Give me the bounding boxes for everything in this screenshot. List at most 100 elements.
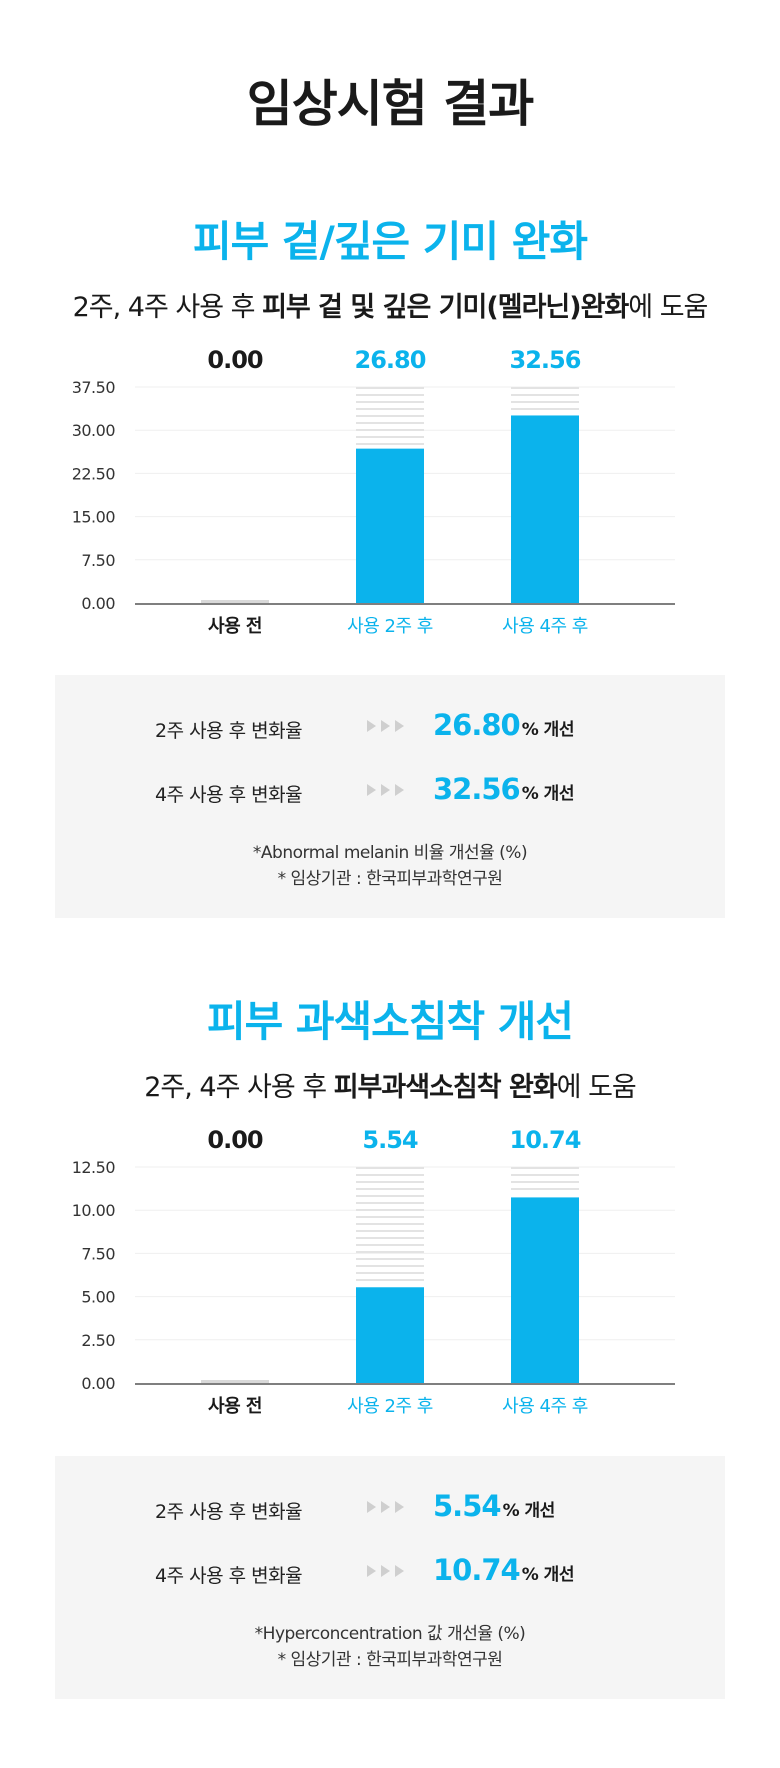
stat-suffix: % 개선 bbox=[502, 1501, 556, 1521]
y-tick-label: 15.00 bbox=[72, 508, 116, 527]
bar bbox=[511, 415, 579, 603]
footnote-institution: * 임상기관 : 한국피부과학연구원 bbox=[277, 1650, 503, 1670]
subtitle-pre: 2주, 4주 사용 후 bbox=[72, 292, 263, 323]
bar-track-stripe bbox=[356, 1244, 424, 1246]
footnote-metric: *Hyperconcentration 값 개선율 (%) bbox=[254, 1624, 526, 1644]
bar-track-stripe bbox=[356, 1237, 424, 1239]
x-category-label: 사용 4주 후 bbox=[502, 1396, 588, 1417]
subtitle-post: 에 도움 bbox=[556, 1072, 637, 1103]
bar-track-stripe bbox=[356, 1251, 424, 1253]
bar-track-stripe bbox=[356, 1279, 424, 1281]
y-tick-label: 0.00 bbox=[81, 594, 115, 613]
subtitle-pre: 2주, 4주 사용 후 bbox=[144, 1072, 334, 1103]
bar-track-stripe bbox=[356, 1272, 424, 1274]
subtitle-bold: 피부 겉 및 깊은 기미(멜라닌)완화 bbox=[262, 292, 629, 323]
footnote-institution: * 임상기관 : 한국피부과학연구원 bbox=[277, 869, 503, 889]
x-category-label: 사용 전 bbox=[208, 1396, 262, 1417]
bar-track-stripe bbox=[511, 394, 579, 396]
bar-track-stripe bbox=[356, 415, 424, 417]
stat-row: 2주 사용 후 변화율 5.54% 개선 bbox=[55, 1489, 725, 1529]
bar bbox=[511, 1197, 579, 1383]
stat-row: 4주 사용 후 변화율 10.74% 개선 bbox=[55, 1553, 725, 1593]
bar-track-stripe bbox=[511, 1167, 579, 1169]
bar-track-stripe bbox=[356, 1265, 424, 1267]
bar-track-stripe bbox=[511, 1181, 579, 1183]
x-category-label: 사용 4주 후 bbox=[502, 616, 588, 637]
bar-track-stripe bbox=[511, 387, 579, 389]
bar bbox=[356, 448, 424, 603]
stat-value: 32.56% 개선 bbox=[433, 772, 574, 806]
bar-track-stripe bbox=[511, 408, 579, 410]
bar-track-stripe bbox=[356, 1174, 424, 1176]
bar-track-stripe bbox=[356, 401, 424, 403]
stat-row: 4주 사용 후 변화율 32.56% 개선 bbox=[55, 772, 725, 812]
bar-value-label: 10.74 bbox=[510, 1126, 581, 1154]
footnote-metric: *Abnormal melanin 비율 개선율 (%) bbox=[252, 843, 528, 863]
bar-track-stripe bbox=[356, 1188, 424, 1190]
bar-track-stripe bbox=[356, 1202, 424, 1204]
bar bbox=[201, 600, 269, 603]
bar-track-stripe bbox=[511, 1188, 579, 1190]
bar-track-stripe bbox=[511, 1174, 579, 1176]
bar-value-label: 0.00 bbox=[207, 1126, 263, 1154]
bar-track-stripe bbox=[356, 1181, 424, 1183]
stat-label: 4주 사용 후 변화율 bbox=[155, 784, 303, 806]
bar-track-stripe bbox=[356, 1230, 424, 1232]
y-tick-label: 0.00 bbox=[81, 1374, 115, 1393]
bar-track-stripe bbox=[356, 1258, 424, 1260]
bar-track-stripe bbox=[356, 1209, 424, 1211]
x-category-label: 사용 전 bbox=[208, 616, 262, 637]
bar-value-label: 26.80 bbox=[355, 346, 426, 374]
bar bbox=[356, 1287, 424, 1383]
y-tick-label: 37.50 bbox=[72, 378, 116, 397]
bar-track-stripe bbox=[356, 1223, 424, 1225]
section-subtitle: 2주, 4주 사용 후 피부과색소침착 완화에 도움 bbox=[0, 1065, 780, 1104]
bar-track-stripe bbox=[356, 1167, 424, 1169]
section-title: 피부 과색소침착 개선 bbox=[206, 997, 574, 1046]
triple-arrow-icon bbox=[367, 1563, 407, 1583]
y-tick-label: 12.50 bbox=[72, 1158, 116, 1177]
stat-label: 2주 사용 후 변화율 bbox=[155, 1501, 303, 1523]
section-subtitle: 2주, 4주 사용 후 피부 겉 및 깊은 기미(멜라닌)완화에 도움 bbox=[0, 285, 780, 324]
stat-suffix: % 개선 bbox=[521, 784, 575, 804]
triple-arrow-icon bbox=[367, 782, 407, 802]
triple-arrow-icon bbox=[367, 1499, 407, 1519]
bar-track-stripe bbox=[356, 1195, 424, 1197]
bar-track-stripe bbox=[356, 387, 424, 389]
stat-label: 2주 사용 후 변화율 bbox=[155, 720, 303, 742]
subtitle-bold: 피부과색소침착 완화 bbox=[333, 1072, 558, 1103]
bar-value-label: 32.56 bbox=[510, 346, 581, 374]
stat-value: 5.54% 개선 bbox=[433, 1489, 555, 1523]
bar-track-stripe bbox=[356, 443, 424, 445]
stat-row: 2주 사용 후 변화율 26.80% 개선 bbox=[55, 708, 725, 748]
bar bbox=[201, 1380, 269, 1383]
section-title: 피부 겉/깊은 기미 완화 bbox=[193, 217, 588, 266]
stat-value: 10.74% 개선 bbox=[433, 1553, 574, 1587]
y-tick-label: 2.50 bbox=[81, 1331, 115, 1350]
bar-track-stripe bbox=[356, 394, 424, 396]
stat-label: 4주 사용 후 변화율 bbox=[155, 1565, 303, 1587]
y-tick-label: 5.00 bbox=[81, 1288, 115, 1307]
stat-suffix: % 개선 bbox=[521, 720, 575, 740]
stat-value: 26.80% 개선 bbox=[433, 708, 574, 742]
triple-arrow-icon bbox=[367, 718, 407, 738]
x-category-label: 사용 2주 후 bbox=[347, 1396, 433, 1417]
stat-box: 2주 사용 후 변화율 26.80% 개선 4주 사용 후 변화율 32.56%… bbox=[55, 675, 725, 918]
y-tick-label: 30.00 bbox=[72, 421, 116, 440]
bar-track-stripe bbox=[356, 1216, 424, 1218]
stat-box: 2주 사용 후 변화율 5.54% 개선 4주 사용 후 변화율 10.74% … bbox=[55, 1456, 725, 1699]
bar-track-stripe bbox=[356, 436, 424, 438]
y-tick-label: 22.50 bbox=[72, 464, 116, 483]
bar-track-stripe bbox=[511, 401, 579, 403]
bar-value-label: 5.54 bbox=[362, 1126, 418, 1154]
y-tick-label: 10.00 bbox=[72, 1201, 116, 1220]
bar-value-label: 0.00 bbox=[207, 346, 263, 374]
y-tick-label: 7.50 bbox=[81, 1244, 115, 1263]
bar-chart-melanin: 0.00 7.50 15.00 22.50 30.00 37.50 0.00 사용 전 26.8… bbox=[72, 346, 675, 637]
subtitle-post: 에 도움 bbox=[628, 292, 708, 323]
bar-track-stripe bbox=[356, 429, 424, 431]
x-category-label: 사용 2주 후 bbox=[347, 616, 433, 637]
page-title: 임상시험 결과 bbox=[246, 75, 534, 133]
bar-track-stripe bbox=[356, 408, 424, 410]
